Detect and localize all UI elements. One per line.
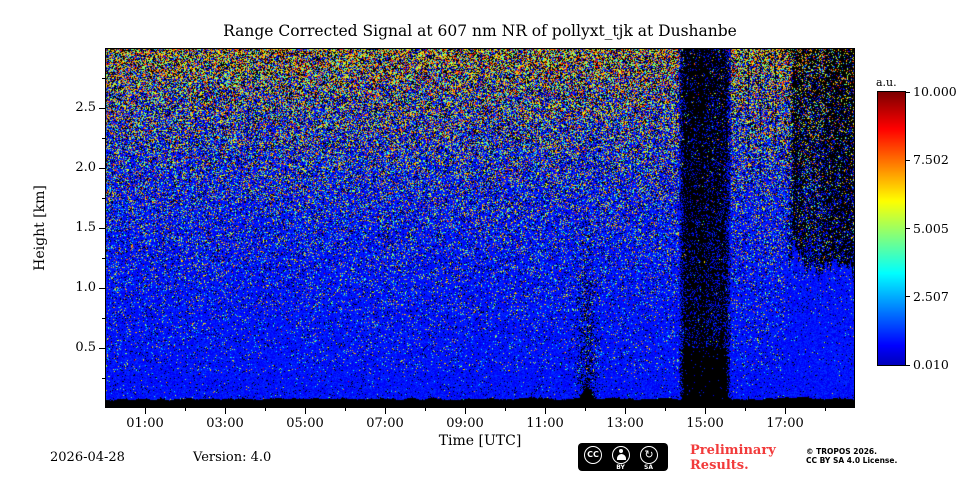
y-axis-minor-tick bbox=[102, 197, 105, 199]
x-tick-label: 09:00 bbox=[446, 416, 484, 431]
preliminary-line2: Results. bbox=[690, 458, 749, 473]
y-axis-major-tick bbox=[99, 287, 105, 289]
x-axis-minor-tick bbox=[744, 408, 746, 411]
colorbar-tick bbox=[906, 296, 910, 298]
cc-by-person-icon bbox=[612, 445, 630, 464]
x-axis-major-tick bbox=[144, 408, 146, 414]
copyright-line2: CC BY SA 4.0 License. bbox=[806, 456, 898, 465]
y-axis-minor-tick bbox=[102, 317, 105, 319]
x-axis-minor-tick bbox=[264, 408, 266, 411]
cc-by-sa-badge: CC ↻ BY SA bbox=[578, 443, 668, 471]
colorbar-tick-label: 10.000 bbox=[913, 84, 957, 99]
x-axis-major-tick bbox=[384, 408, 386, 414]
x-axis-label: Time [UTC] bbox=[438, 433, 522, 449]
y-axis-major-tick bbox=[99, 227, 105, 229]
person-body-icon bbox=[616, 454, 626, 460]
cc-sa-label: SA bbox=[644, 463, 653, 471]
x-axis-minor-tick bbox=[344, 408, 346, 411]
x-axis-minor-tick bbox=[664, 408, 666, 411]
colorbar-tick bbox=[906, 91, 910, 93]
preliminary-results-note: Preliminary Results. bbox=[690, 443, 776, 473]
x-tick-label: 17:00 bbox=[766, 416, 804, 431]
y-tick-label: 1.5 bbox=[75, 220, 96, 235]
colorbar-unit-label: a.u. bbox=[876, 76, 897, 89]
person-head-icon bbox=[619, 449, 623, 453]
x-tick-label: 07:00 bbox=[366, 416, 404, 431]
x-axis-major-tick bbox=[544, 408, 546, 414]
x-axis-minor-tick bbox=[184, 408, 186, 411]
x-axis-major-tick bbox=[784, 408, 786, 414]
chart-title: Range Corrected Signal at 607 nm NR of p… bbox=[223, 22, 737, 40]
y-tick-label: 0.5 bbox=[75, 340, 96, 355]
y-axis-minor-tick bbox=[102, 377, 105, 379]
heatmap-canvas bbox=[105, 48, 855, 408]
x-tick-label: 15:00 bbox=[686, 416, 724, 431]
version-label: Version: 4.0 bbox=[193, 450, 272, 465]
x-axis-major-tick bbox=[464, 408, 466, 414]
x-tick-label: 01:00 bbox=[126, 416, 164, 431]
x-tick-label: 13:00 bbox=[606, 416, 644, 431]
x-axis-minor-tick bbox=[424, 408, 426, 411]
x-tick-label: 05:00 bbox=[286, 416, 324, 431]
x-axis-major-tick bbox=[304, 408, 306, 414]
x-axis-major-tick bbox=[624, 408, 626, 414]
y-tick-label: 2.0 bbox=[75, 160, 96, 175]
cc-sa-arrow-icon: ↻ bbox=[640, 445, 658, 464]
y-axis-minor-tick bbox=[102, 137, 105, 139]
y-axis-major-tick bbox=[99, 347, 105, 349]
y-axis-minor-tick bbox=[102, 257, 105, 259]
colorbar-tick-label: 7.502 bbox=[913, 152, 949, 168]
y-tick-label: 2.5 bbox=[75, 100, 96, 115]
cc-icon: CC bbox=[584, 445, 602, 464]
y-axis-major-tick bbox=[99, 107, 105, 109]
colorbar-tick-label: 2.507 bbox=[913, 288, 949, 304]
x-axis-major-tick bbox=[224, 408, 226, 414]
colorbar-tick bbox=[906, 159, 910, 161]
x-tick-label: 11:00 bbox=[526, 416, 564, 431]
x-axis-major-tick bbox=[704, 408, 706, 414]
cc-by-label: BY bbox=[616, 463, 625, 471]
x-axis-minor-tick bbox=[584, 408, 586, 411]
x-tick-label: 03:00 bbox=[206, 416, 244, 431]
measurement-date: 2026-04-28 bbox=[50, 450, 125, 465]
y-axis-minor-tick bbox=[102, 77, 105, 79]
y-tick-label: 1.0 bbox=[75, 280, 96, 295]
colorbar-tick bbox=[906, 228, 910, 229]
colorbar-tick-label: 0.010 bbox=[913, 357, 949, 372]
copyright-line1: © TROPOS 2026. bbox=[806, 447, 877, 456]
tropos-copyright: © TROPOS 2026. CC BY SA 4.0 License. bbox=[806, 447, 897, 465]
colorbar-tick bbox=[906, 364, 910, 366]
y-axis-label: Height [km] bbox=[32, 185, 48, 271]
x-axis-minor-tick bbox=[504, 408, 506, 411]
preliminary-line1: Preliminary bbox=[690, 443, 776, 458]
x-axis-minor-tick bbox=[824, 408, 826, 411]
colorbar-gradient bbox=[878, 92, 905, 365]
y-axis-major-tick bbox=[99, 167, 105, 169]
colorbar-tick-label: 5.005 bbox=[913, 220, 949, 236]
